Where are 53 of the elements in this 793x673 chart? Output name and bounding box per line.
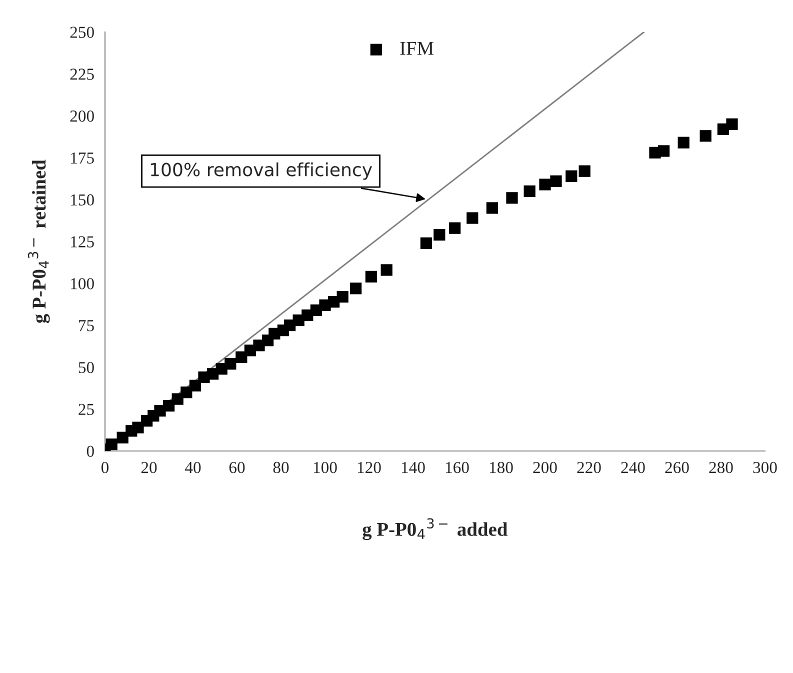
point [578,165,590,177]
point [539,178,551,190]
x-tick-label: 300 [753,462,777,474]
y-tick-label: 0 [86,446,94,457]
point [506,192,518,204]
point [380,264,392,276]
point [106,438,118,450]
x-tick-label: 280 [709,462,733,474]
y-tick-label: 175 [71,152,94,164]
y-tick-label: 225 [70,68,94,80]
point [448,222,461,234]
x-tick-label: 260 [665,462,689,474]
y-tick-label: 100 [71,278,94,290]
y-tick-label: 50 [78,362,94,374]
x-tick-label: 240 [621,462,645,474]
x-tick-label: 80 [273,462,289,474]
x-tick-label: 180 [490,462,513,474]
annotation: 100% removal efficiency [150,162,372,180]
point [726,118,738,130]
point [466,212,478,224]
y-tick-label: 250 [70,26,94,38]
y-tick-label: 75 [79,320,94,332]
point [658,145,670,157]
legend-label: IFM [400,42,434,55]
x-tick-label: 60 [229,462,245,474]
x-tick-label: 20 [141,462,157,474]
x-tick-label: 0 [101,462,109,474]
point [420,237,432,249]
point [524,185,536,198]
point [336,291,348,303]
point [566,170,578,182]
y-tick-label: 125 [71,236,94,248]
x-tick-label: 160 [446,462,469,474]
point [189,380,202,392]
y-tick-label: 150 [71,194,94,206]
x-axis-title: g P-P0$_{4}$$^{3−}$ added [362,518,508,540]
point [550,175,562,187]
point [224,358,236,370]
point [434,228,446,241]
y-tick-label: 25 [78,404,94,416]
point [678,136,690,148]
point [365,270,378,283]
x-tick-label: 40 [184,462,201,474]
y-tick-label: 200 [70,110,94,122]
x-tick-label: 100 [314,462,337,474]
y-axis-title: g P-P0$_{4}$$^{3−}$ retained [28,160,50,324]
point [700,130,712,142]
x-tick-label: 220 [577,462,601,474]
x-tick-label: 120 [358,462,381,474]
point [486,202,498,214]
x-tick-label: 200 [533,462,557,474]
point [350,282,362,294]
x-tick-label: 140 [402,462,425,474]
